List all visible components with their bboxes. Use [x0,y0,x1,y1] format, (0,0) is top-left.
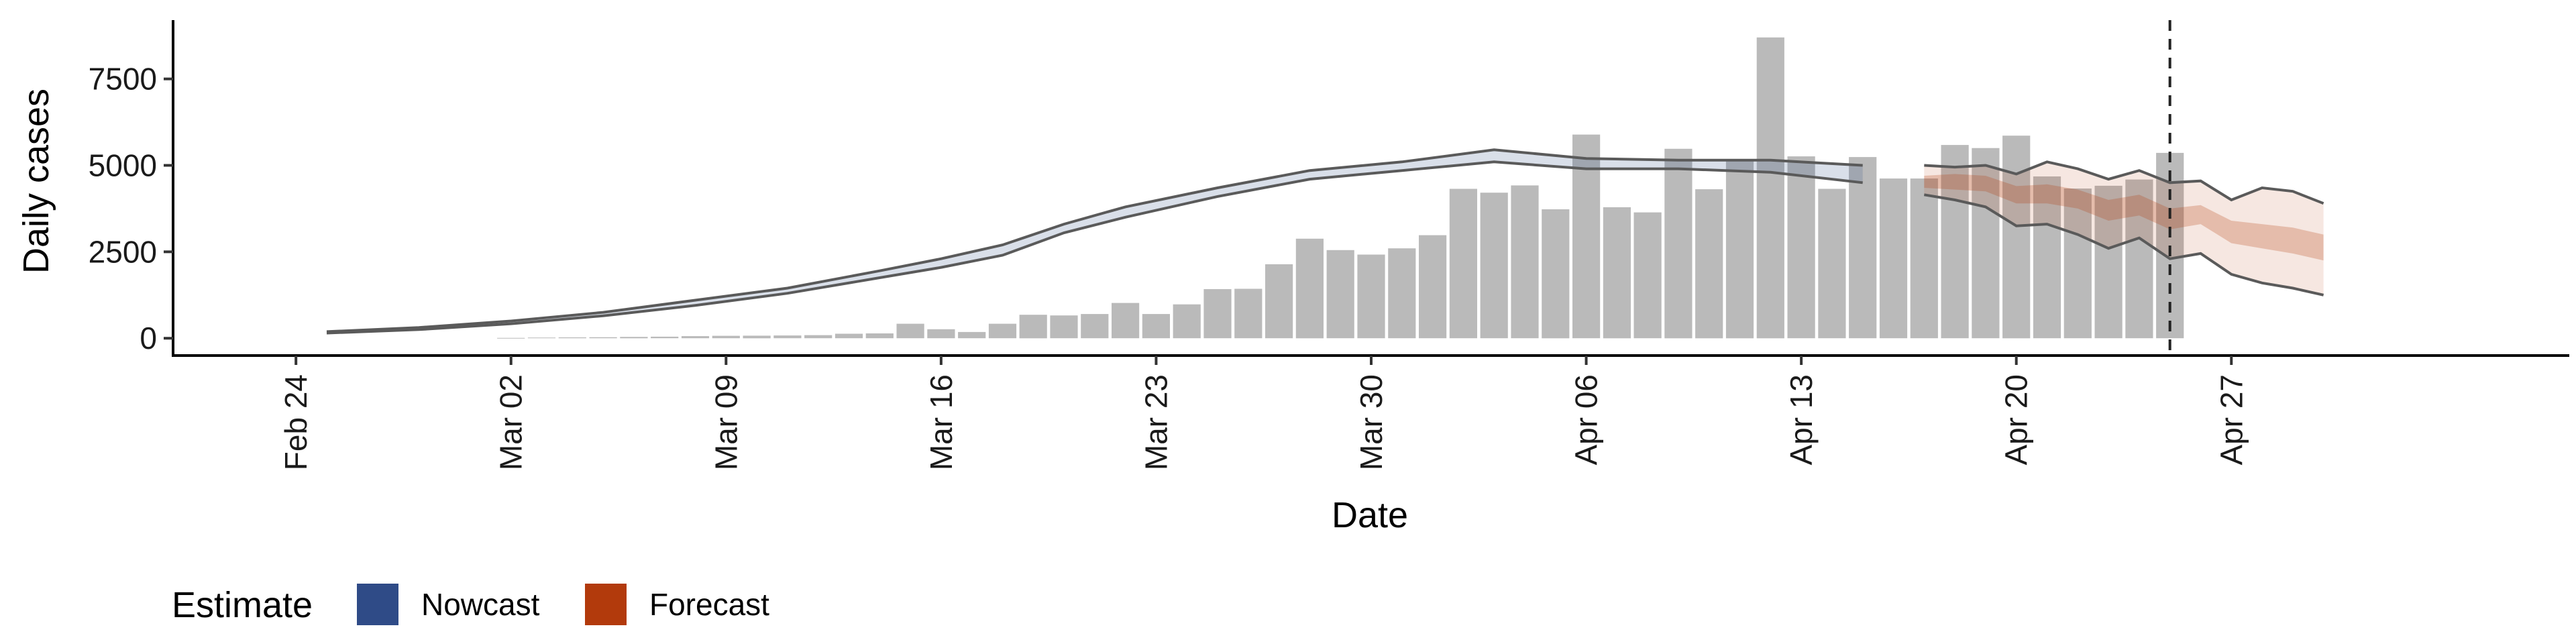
bar-2020-03-15 [896,323,924,339]
bar-2020-04-21 [2033,176,2061,339]
bar-2020-03-31 [1388,248,1416,339]
x-tick-label-2020-03-02: Mar 02 [494,374,529,470]
legend-label-forecast: Forecast [649,587,769,622]
nowcast-upper-line [326,148,1863,333]
forecast-upper-line [1924,160,2324,205]
x-tick-label-2020-04-13: Apr 13 [1784,374,1819,466]
y-tick-label-0: 0 [140,321,157,356]
y-tick-label-2500: 2500 [89,234,157,269]
bar-2020-04-18 [1941,145,1969,339]
bar-2020-04-09 [1664,148,1693,339]
bar-2020-04-03 [1480,193,1508,339]
bar-2020-04-19 [1972,148,2000,339]
bar-2020-04-24 [2125,179,2153,339]
bar-2020-04-16 [1879,178,1908,339]
legend: Estimate Nowcast Forecast [172,584,769,625]
bar-2020-04-07 [1603,207,1631,339]
bar-2020-03-27 [1265,264,1293,339]
bar-2020-03-10 [743,335,771,339]
bar-2020-04-17 [1910,178,1938,339]
x-axis-title: Date [1332,495,1408,535]
legend-label-nowcast: Nowcast [421,587,540,622]
bar-2020-03-12 [804,335,833,339]
y-axis-title: Daily cases [16,89,56,274]
bar-2020-03-22 [1112,303,1140,339]
bar-2020-04-22 [2063,189,2092,339]
bar-2020-04-11 [1725,160,1754,339]
bar-2020-03-04 [558,337,586,339]
bar-2020-03-26 [1234,288,1263,339]
bar-2020-03-24 [1173,304,1201,339]
bar-2020-03-07 [651,336,679,339]
bar-2020-03-18 [988,323,1017,339]
bar-2020-04-01 [1419,235,1447,339]
bar-2020-03-16 [927,329,955,339]
legend-title: Estimate [172,585,313,625]
lines-layer [326,148,2324,335]
bar-2020-03-02 [497,337,525,339]
bar-2020-03-25 [1203,289,1232,339]
bar-2020-04-14 [1818,189,1846,339]
bar-2020-03-06 [620,337,648,339]
x-tick-label-2020-04-06: Apr 06 [1569,374,1604,466]
nowcast-lower-line [326,160,1863,335]
y-tick-label-5000: 5000 [89,148,157,182]
bar-2020-03-28 [1295,238,1324,339]
bar-2020-03-14 [865,333,894,339]
bar-2020-04-05 [1542,209,1570,339]
bar-2020-03-08 [681,336,710,339]
x-tick-label-2020-04-20: Apr 20 [1999,374,2034,466]
bar-2020-04-04 [1511,185,1539,339]
bar-2020-04-23 [2094,185,2123,339]
bar-2020-04-08 [1633,212,1662,339]
y-axis-ticks: 0 2500 5000 7500 [89,62,173,356]
bar-2020-03-13 [835,333,863,339]
y-tick-label-7500: 7500 [89,62,157,97]
bar-2020-04-15 [1849,157,1877,339]
x-tick-label-2020-04-27: Apr 27 [2214,374,2249,466]
x-tick-label-2020-03-30: Mar 30 [1354,374,1389,470]
bar-2020-03-20 [1050,315,1078,339]
x-tick-label-2020-03-09: Mar 09 [708,374,743,470]
legend-key-forecast [585,584,627,625]
bar-2020-03-09 [712,335,740,339]
x-tick-label-2020-02-24: Feb 24 [278,374,313,470]
bar-2020-04-12 [1756,37,1784,339]
bars-layer [497,37,2184,339]
bar-2020-03-03 [527,337,556,339]
bar-2020-03-23 [1142,314,1170,339]
bar-2020-03-30 [1357,254,1385,339]
bar-2020-03-11 [773,335,802,339]
bar-2020-03-29 [1326,250,1354,339]
bar-2020-03-21 [1081,314,1109,339]
forecast-inner-band [1924,174,2324,261]
forecast-lower-line [1923,193,2324,297]
bar-2020-03-19 [1019,315,1047,339]
nowcast-outer-band [327,150,1863,333]
bar-2020-04-10 [1695,189,1723,339]
legend-key-nowcast [357,584,398,625]
bar-2020-04-13 [1787,156,1815,339]
bar-2020-03-05 [589,337,617,339]
bar-2020-03-17 [958,331,986,339]
bar-2020-04-02 [1449,189,1477,339]
x-tick-label-2020-03-16: Mar 16 [924,374,959,470]
x-tick-label-2020-03-23: Mar 23 [1138,374,1173,470]
bar-2020-04-20 [2002,136,2031,339]
x-axis-ticks: Feb 24 Mar 02 Mar 09 Mar 16 Mar 23 Mar 30 Apr … [278,356,2249,470]
